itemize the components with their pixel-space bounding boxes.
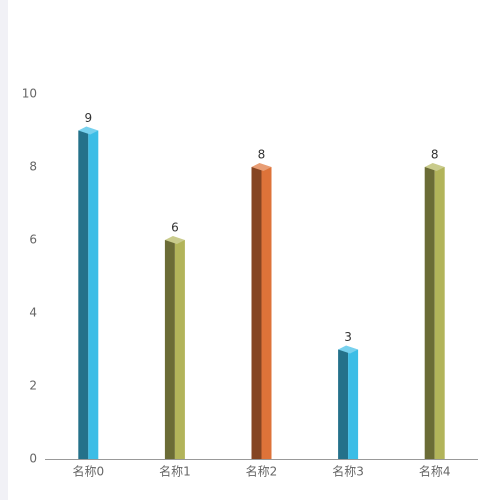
bar-top bbox=[164, 236, 185, 244]
bar-left-face bbox=[424, 167, 435, 459]
bar-right-face bbox=[348, 349, 359, 459]
x-tick-label: 名称3 bbox=[332, 464, 364, 479]
side-strip bbox=[0, 0, 8, 500]
bar-top bbox=[78, 126, 99, 135]
y-tick-label: 8 bbox=[29, 160, 37, 174]
bar-top bbox=[424, 163, 445, 171]
bar-left-face bbox=[164, 240, 175, 459]
bar-left-face bbox=[78, 130, 89, 459]
value-label: 6 bbox=[171, 221, 179, 235]
x-tick-label: 名称4 bbox=[419, 464, 451, 479]
bar bbox=[164, 236, 185, 459]
x-tick-label: 名称2 bbox=[246, 464, 278, 479]
x-tick-label: 名称1 bbox=[159, 464, 191, 479]
y-tick-label: 4 bbox=[29, 306, 37, 320]
bar bbox=[424, 163, 445, 459]
value-label: 8 bbox=[258, 148, 266, 162]
y-tick-label: 6 bbox=[29, 233, 37, 247]
bar bbox=[251, 163, 272, 459]
value-label: 8 bbox=[431, 148, 439, 162]
bar-right-face bbox=[174, 240, 185, 459]
value-label: 3 bbox=[344, 330, 352, 344]
y-tick-label: 0 bbox=[29, 452, 37, 466]
bar bbox=[78, 126, 99, 459]
bar-right-face bbox=[261, 167, 272, 459]
bar-right-face bbox=[88, 130, 99, 459]
bar-right-face bbox=[434, 167, 445, 459]
y-tick-label: 10 bbox=[22, 87, 37, 101]
bar-top bbox=[251, 163, 272, 171]
y-tick-label: 2 bbox=[29, 379, 37, 393]
bar-left-face bbox=[251, 167, 262, 459]
bar-top bbox=[338, 345, 359, 354]
bar-left-face bbox=[338, 349, 349, 459]
value-label: 9 bbox=[84, 111, 92, 125]
x-tick-label: 名称0 bbox=[72, 464, 104, 479]
bar bbox=[338, 345, 359, 459]
